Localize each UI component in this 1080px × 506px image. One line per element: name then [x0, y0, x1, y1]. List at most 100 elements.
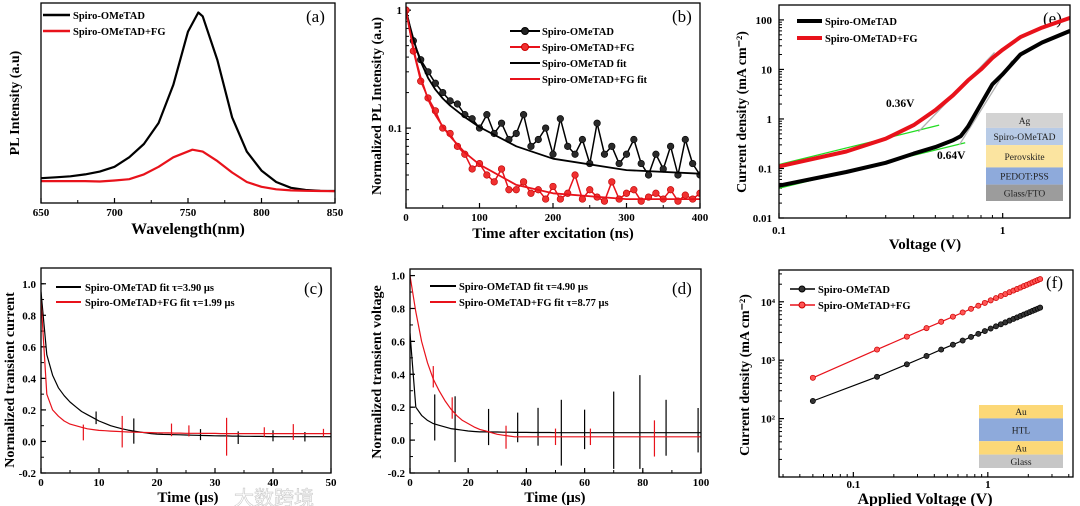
x-tick-label: 0 — [407, 477, 413, 489]
y-tick-label: 100 — [756, 15, 773, 27]
panel-e-xlabel: Voltage (V) — [889, 237, 961, 253]
panel-d-label: (d) — [672, 279, 692, 298]
chart-panel-d: 0 20 40 60 80 100 -0.2 0.0 0.2 0.4 0.6 0.8 1.0 — [388, 268, 710, 489]
x-tick-label: 750 — [180, 207, 197, 219]
x-tick-label: 650 — [33, 207, 50, 219]
inset-layer — [979, 405, 1063, 419]
chart-panel-b: 0 100 200 300 400 0.1 1 — [388, 2, 709, 224]
data-point — [938, 318, 945, 325]
data-point — [652, 189, 660, 197]
panel-e-ylabel: Current density (mA cm⁻²) — [735, 31, 750, 193]
data-point — [497, 119, 506, 127]
legend-label: Spiro-OMeTAD — [542, 27, 614, 38]
data-point — [593, 119, 601, 127]
y-tick-label: 0.6 — [391, 336, 405, 348]
data-point — [993, 323, 999, 330]
inset-layer — [986, 127, 1063, 146]
series-line — [41, 299, 331, 435]
plot-area — [406, 6, 700, 205]
y-tick-label: 0.1 — [388, 123, 402, 135]
inset-layer-label: Perovskite — [1004, 153, 1044, 163]
data-point — [987, 297, 994, 304]
legend-label: Spiro-OMeTAD+FG fit — [542, 75, 648, 86]
data-point — [505, 186, 513, 194]
y-tick-label: 0.2 — [22, 405, 36, 417]
inset-layer-label: Au — [1015, 444, 1027, 454]
data-point — [874, 346, 880, 353]
data-point — [578, 195, 587, 203]
data-point — [571, 150, 579, 158]
x-tick-label: 0 — [38, 477, 44, 489]
y-tick-label: 0.1 — [758, 163, 772, 175]
data-point — [666, 142, 675, 150]
data-point — [453, 100, 462, 108]
legend-label: Spiro-OMeTAD+FG — [825, 34, 918, 45]
x-tick-label: 300 — [618, 212, 635, 224]
data-point — [527, 189, 535, 197]
data-point — [975, 330, 982, 337]
plot-frame — [40, 2, 336, 204]
data-point — [923, 325, 930, 332]
panel-d-xlabel: Time (μs) — [524, 490, 585, 506]
plot-frame — [778, 269, 1074, 478]
data-point — [981, 328, 988, 335]
data-point — [689, 159, 697, 168]
x-tick-label: 850 — [327, 207, 344, 219]
panel-c-xlabel: Time (μs) — [157, 490, 218, 506]
data-point — [975, 302, 982, 309]
data-point — [527, 142, 535, 150]
x-tick-label: 20 — [152, 477, 164, 489]
data-point — [512, 186, 520, 194]
data-point — [534, 135, 542, 144]
plot-area — [809, 276, 1044, 404]
data-point — [519, 178, 528, 186]
chart-panel-c: 0 10 20 30 40 50 -0.2 0.0 0.2 0.4 0.6 0.8 1.0 — [19, 267, 337, 489]
y-tick-label: 0.2 — [391, 402, 405, 414]
data-point — [586, 186, 594, 194]
inset-layer — [986, 113, 1063, 128]
data-point — [608, 178, 616, 186]
plot-area — [41, 11, 335, 193]
data-point — [512, 129, 520, 138]
x-tick-label: 1 — [1000, 225, 1006, 237]
legend-label: Spiro-OMeTAD+FG — [818, 301, 911, 312]
data-point — [519, 111, 528, 119]
y-tick-label: 0.0 — [391, 435, 405, 447]
data-point — [622, 150, 631, 158]
plot-frame — [405, 2, 701, 209]
panel-b-ylabel: Normalized PL Intensity (a.u) — [370, 17, 385, 195]
series-line — [410, 333, 701, 434]
data-point — [542, 124, 550, 132]
panel-a-xlabel: Wavelength(nm) — [131, 221, 245, 238]
x-tick-label: 0.1 — [846, 479, 860, 491]
panel-e-legend: Spiro-OMeTAD Spiro-OMeTAD+FG — [797, 17, 918, 45]
data-point — [666, 186, 675, 194]
plot-area — [410, 275, 701, 469]
x-tick-label: 200 — [545, 212, 562, 224]
data-point — [439, 88, 447, 97]
series-line — [41, 291, 331, 438]
panel-a-label: (a) — [306, 7, 325, 26]
panel-f-label: (f) — [1046, 273, 1063, 292]
x-tick-label: 0.1 — [772, 225, 786, 237]
series-line — [406, 9, 700, 175]
legend-label: Spiro-OMeTAD+FG — [73, 27, 166, 38]
legend-label: Spiro-OMeTAD fit — [542, 59, 627, 70]
data-point — [938, 346, 945, 353]
data-point — [809, 398, 816, 404]
y-tick-label: 10² — [761, 414, 776, 426]
series-line — [41, 148, 335, 193]
data-point — [600, 150, 609, 158]
x-tick-label: 400 — [692, 212, 709, 224]
y-tick-label: 10³ — [761, 355, 776, 367]
series-line — [779, 16, 1070, 169]
x-tick-label: 40 — [268, 477, 280, 489]
y-tick-label: 10⁴ — [761, 297, 776, 309]
legend-label: Spiro-OMeTAD — [818, 285, 890, 296]
onset-voltage-fg: 0.36V — [886, 98, 915, 110]
watermark: 大数跨境 — [234, 486, 314, 506]
legend-label: Spiro-OMeTAD — [73, 11, 145, 22]
device-structure-inset: Ag Spiro-OMeTAD Perovskite PEDOT:PSS Glass/F… — [986, 113, 1063, 201]
data-point — [630, 135, 638, 144]
